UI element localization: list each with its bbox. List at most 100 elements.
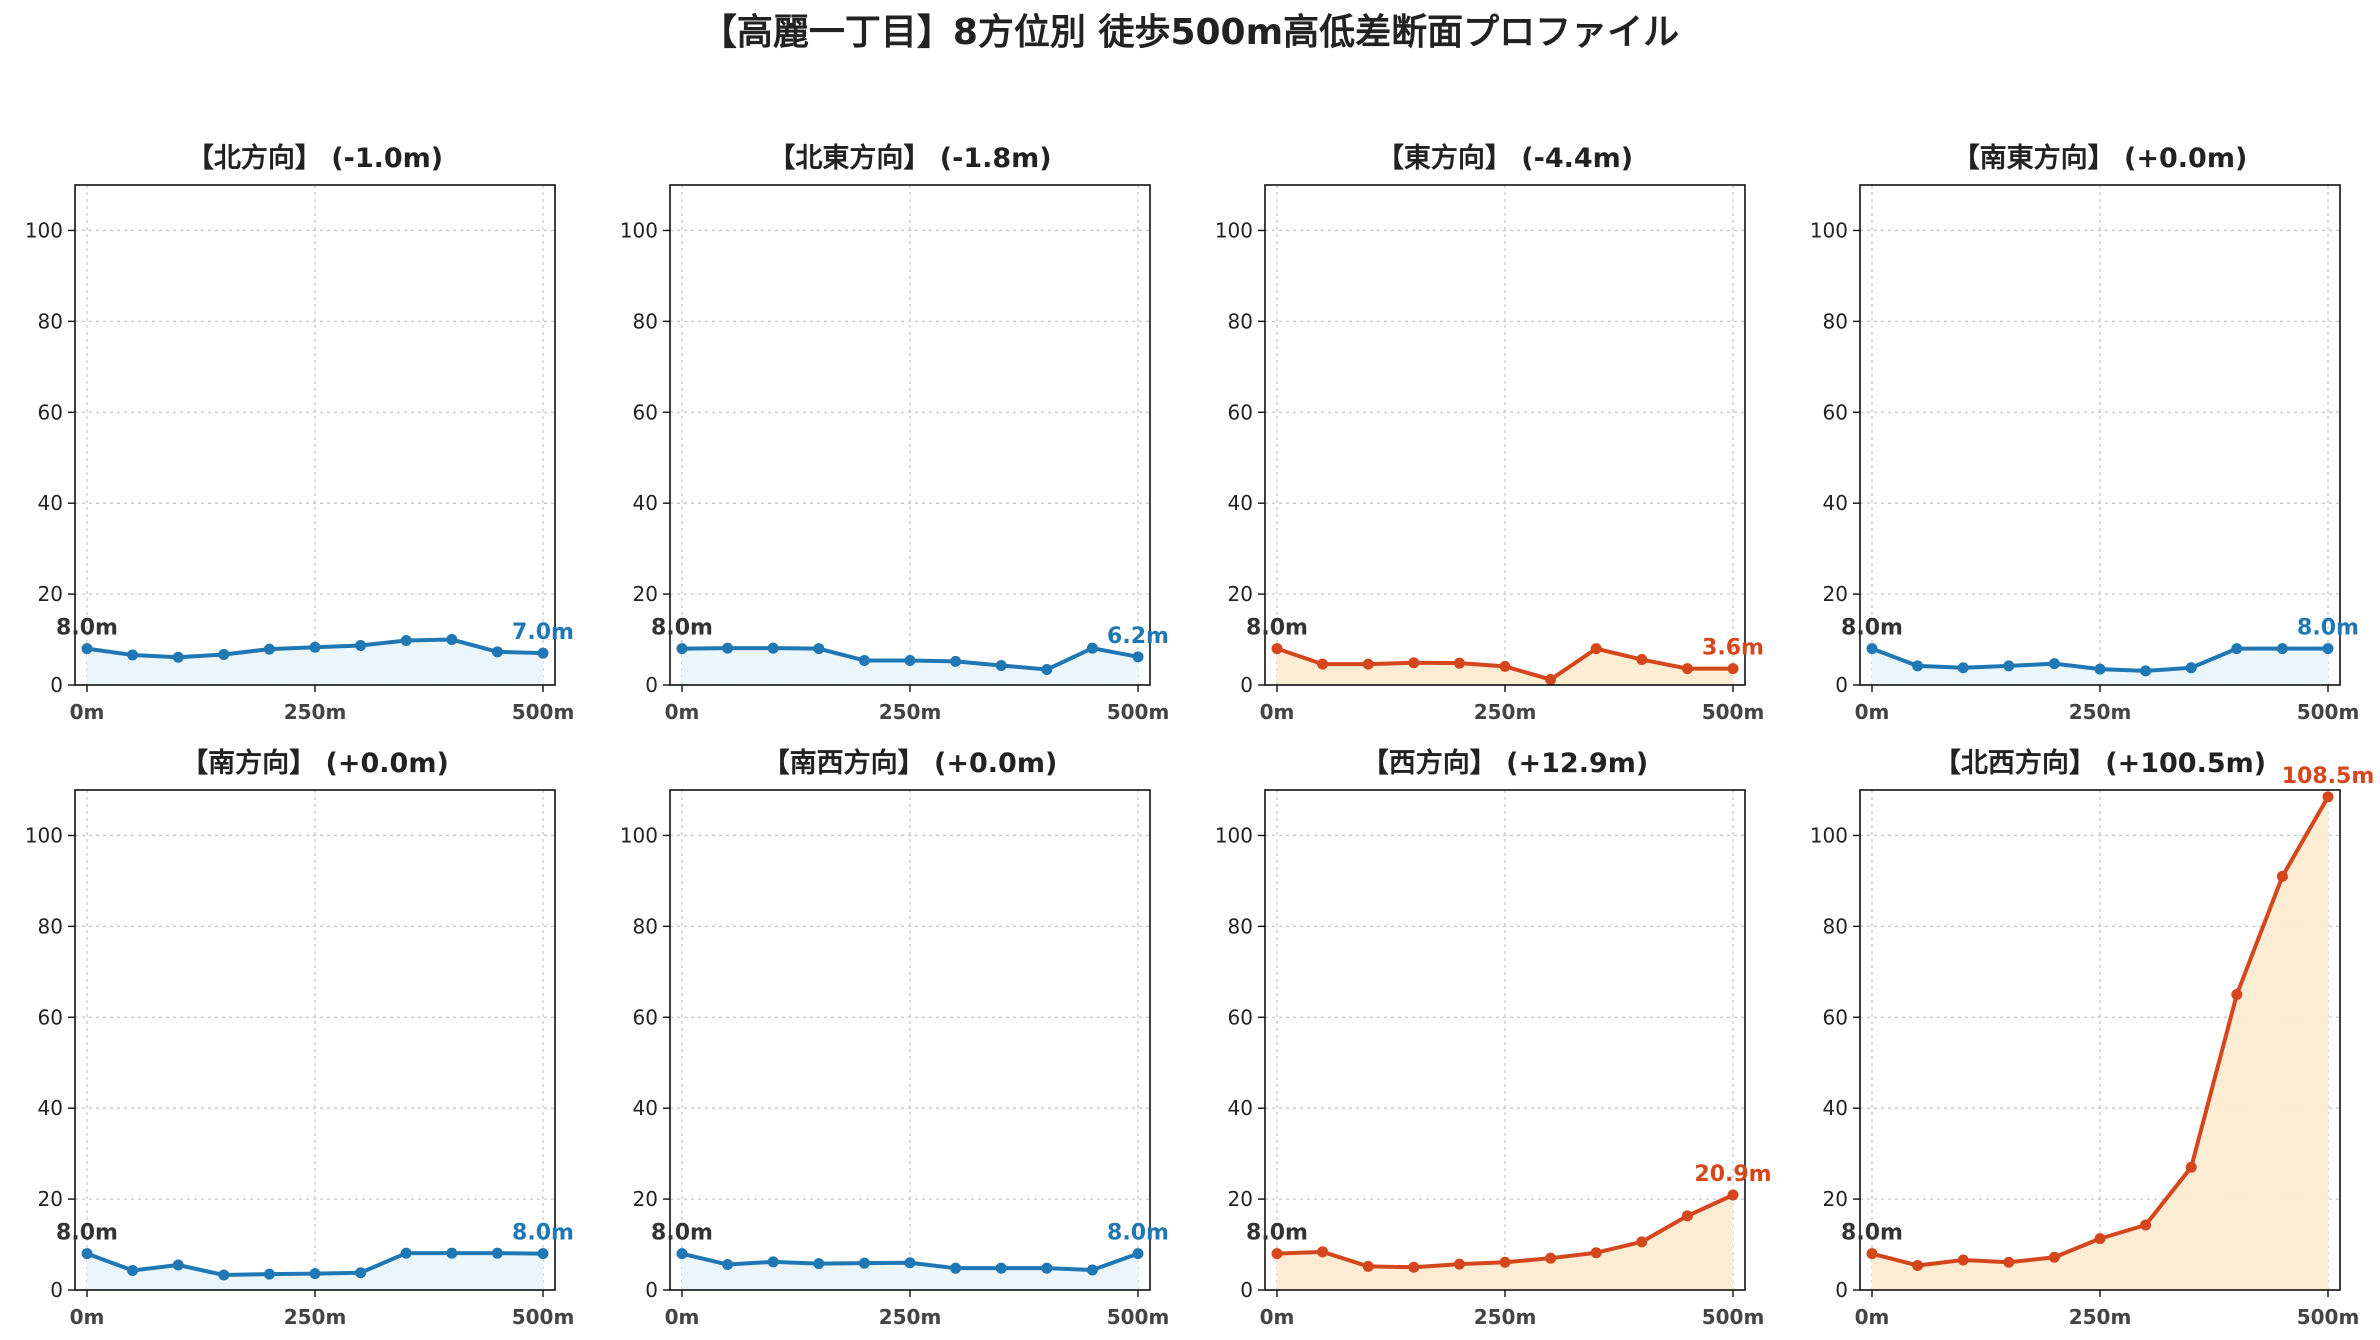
panel-1-start-label: 8.0m — [651, 616, 713, 641]
panel-0: 【北方向】 (-1.0m) 0 20 40 60 80 100 0m 250m 500m 8.0m 7… — [25, 142, 574, 724]
panel-7-xtick-label-1: 250m — [2069, 1305, 2132, 1329]
panel-3-point-5 — [2094, 663, 2106, 675]
panel-4-title: 【南方向】 (+0.0m) — [181, 747, 449, 779]
panel-4-point-2 — [172, 1259, 184, 1271]
panel-7-ytick-label-4: 80 — [1823, 914, 1848, 938]
panel-3-xtick-label-2: 500m — [2297, 700, 2360, 724]
panel-3-area — [1872, 648, 2328, 685]
panel-6-point-9 — [1681, 1210, 1693, 1222]
panel-6-point-4 — [1453, 1258, 1465, 1270]
panel-4-point-0 — [81, 1248, 93, 1260]
panel-6-xtick-label-0: 0m — [1260, 1305, 1295, 1329]
panel-7-ytick-label-5: 100 — [1810, 823, 1848, 847]
panel-7-title: 【北西方向】 (+100.5m) — [1934, 747, 2266, 779]
panel-1-ytick-label-3: 60 — [633, 400, 658, 424]
panel-6-point-10 — [1727, 1189, 1739, 1201]
panel-1-point-6 — [950, 655, 962, 667]
panel-2-point-0 — [1271, 643, 1283, 655]
panel-6-end-label: 20.9m — [1694, 1162, 1771, 1187]
panel-7-xtick-label-2: 500m — [2297, 1305, 2360, 1329]
panel-0-ytick-label-3: 60 — [38, 400, 63, 424]
panel-1: 【北東方向】 (-1.8m) 0 20 40 60 80 100 0m 250m 500m 8.0m… — [620, 142, 1169, 724]
panel-7-point-5 — [2094, 1233, 2106, 1245]
panel-3-xtick-label-1: 250m — [2069, 700, 2132, 724]
panel-3-point-2 — [1957, 662, 1969, 674]
panel-4-point-4 — [263, 1268, 275, 1280]
panel-0-point-6 — [355, 639, 367, 651]
panel-1-point-9 — [1086, 642, 1098, 654]
panel-5-point-7 — [995, 1262, 1007, 1274]
panel-3-ytick-label-3: 60 — [1823, 400, 1848, 424]
panel-6-ytick-label-5: 100 — [1215, 823, 1253, 847]
panel-3-ytick-label-2: 40 — [1823, 491, 1848, 515]
panel-2-point-6 — [1545, 674, 1557, 686]
panel-6-xtick-label-2: 500m — [1702, 1305, 1765, 1329]
panel-4-point-1 — [127, 1264, 139, 1276]
panel-3-point-3 — [2003, 660, 2015, 672]
panel-2-end-label: 3.6m — [1702, 636, 1764, 661]
panel-6-title: 【西方向】 (+12.9m) — [1362, 747, 1648, 779]
panel-7-area — [1872, 796, 2328, 1290]
panel-5-point-6 — [950, 1262, 962, 1274]
panel-7-end-label: 108.5m — [2282, 764, 2375, 789]
panel-4-start-label: 8.0m — [56, 1221, 118, 1246]
panel-1-ytick-label-2: 40 — [633, 491, 658, 515]
panel-3-point-9 — [2276, 643, 2288, 655]
panel-4-ytick-label-0: 0 — [50, 1278, 63, 1302]
panel-0-xtick-label-0: 0m — [70, 700, 105, 724]
panel-5-ytick-label-2: 40 — [633, 1096, 658, 1120]
panel-6-ytick-label-4: 80 — [1228, 914, 1253, 938]
panels: 【北方向】 (-1.0m) 0 20 40 60 80 100 0m 250m 500m 8.0m 7… — [25, 142, 2374, 1329]
panel-4-point-8 — [446, 1247, 458, 1259]
panel-0-xtick-label-1: 250m — [284, 700, 347, 724]
panel-0-frame — [74, 184, 556, 686]
panel-3-ytick-label-4: 80 — [1823, 309, 1848, 333]
panel-0-ytick-label-1: 20 — [38, 582, 63, 606]
panel-0-start-label: 8.0m — [56, 616, 118, 641]
panel-2-point-5 — [1499, 660, 1511, 672]
panel-0-point-10 — [537, 647, 549, 659]
panel-1-ytick-label-4: 80 — [633, 309, 658, 333]
panel-4-ytick-label-4: 80 — [38, 914, 63, 938]
panel-6-point-1 — [1317, 1246, 1329, 1258]
panel-1-xtick-label-0: 0m — [665, 700, 700, 724]
panel-0-ytick-label-4: 80 — [38, 309, 63, 333]
panel-7-ytick-label-3: 60 — [1823, 1005, 1848, 1029]
panel-7-point-10 — [2322, 791, 2334, 803]
panel-7-point-9 — [2276, 870, 2288, 882]
panel-0-end-label: 7.0m — [512, 620, 574, 645]
panel-1-ytick-label-1: 20 — [633, 582, 658, 606]
panel-5-xtick-label-1: 250m — [879, 1305, 942, 1329]
panel-0-ytick-label-0: 0 — [50, 673, 63, 697]
panel-4-ytick-label-3: 60 — [38, 1005, 63, 1029]
panel-6-ytick-label-1: 20 — [1228, 1187, 1253, 1211]
panel-0-area — [87, 639, 543, 685]
panel-5-ytick-label-1: 20 — [633, 1187, 658, 1211]
panel-3-point-10 — [2322, 643, 2334, 655]
panel-5-ytick-label-3: 60 — [633, 1005, 658, 1029]
panel-4-point-3 — [218, 1269, 230, 1281]
panel-2-title: 【東方向】 (-4.4m) — [1377, 142, 1633, 174]
panel-2-ytick-label-4: 80 — [1228, 309, 1253, 333]
panel-4-point-5 — [309, 1268, 321, 1280]
panel-3-start-label: 8.0m — [1841, 616, 1903, 641]
panel-3-point-0 — [1866, 643, 1878, 655]
panel-7-point-4 — [2048, 1251, 2060, 1263]
panel-0-point-2 — [172, 651, 184, 663]
panel-1-point-5 — [904, 654, 916, 666]
panel-0-xtick-label-2: 500m — [512, 700, 575, 724]
panel-3-point-8 — [2231, 643, 2243, 655]
panel-1-xtick-label-1: 250m — [879, 700, 942, 724]
panel-1-area — [682, 648, 1138, 685]
panel-7-ytick-label-0: 0 — [1835, 1278, 1848, 1302]
panel-2-ytick-label-1: 20 — [1228, 582, 1253, 606]
panel-4-end-label: 8.0m — [512, 1221, 574, 1246]
figure-title: 【高麗一丁目】8方位別 徒歩500m高低差断面プロファイル — [701, 12, 1679, 53]
panel-5-point-8 — [1041, 1262, 1053, 1274]
panel-7-point-3 — [2003, 1256, 2015, 1268]
panel-3-title: 【南東方向】 (+0.0m) — [1953, 142, 2248, 174]
panel-5-title: 【南西方向】 (+0.0m) — [763, 747, 1058, 779]
panel-2-point-7 — [1590, 643, 1602, 655]
panel-1-point-10 — [1132, 651, 1144, 663]
